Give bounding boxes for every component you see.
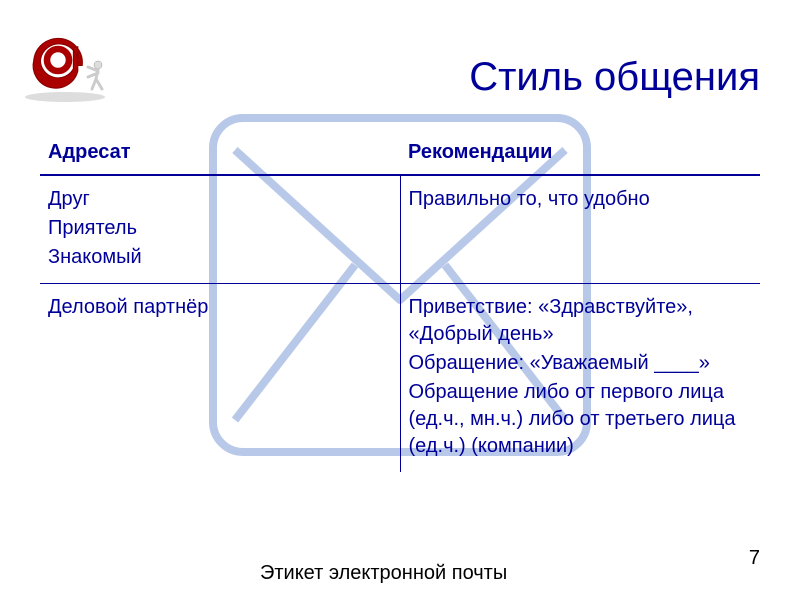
at-email-icon [20,25,120,105]
cell-addressee-friends: Друг Приятель Знакомый [40,175,400,284]
footer-title: Этикет электронной почты [260,561,560,585]
style-table: Адресат Рекомендации Друг Приятель Знако… [40,135,760,472]
cell-addressee-business: Деловой партнёр [40,284,400,473]
table-row: Друг Приятель Знакомый Правильно то, что… [40,175,760,284]
table-row: Деловой партнёр Приветствие: «Здравствуй… [40,284,760,473]
column-header-addressee: Адресат [40,135,400,175]
page-number: 7 [749,547,760,570]
cell-recommendation-friends: Правильно то, что удобно [400,175,760,284]
column-header-recommendations: Рекомендации [400,135,760,175]
cell-recommendation-business: Приветствие: «Здравствуйте», «Добрый ден… [400,284,760,473]
slide-title: Стиль общения [469,55,760,100]
table-header-row: Адресат Рекомендации [40,135,760,175]
